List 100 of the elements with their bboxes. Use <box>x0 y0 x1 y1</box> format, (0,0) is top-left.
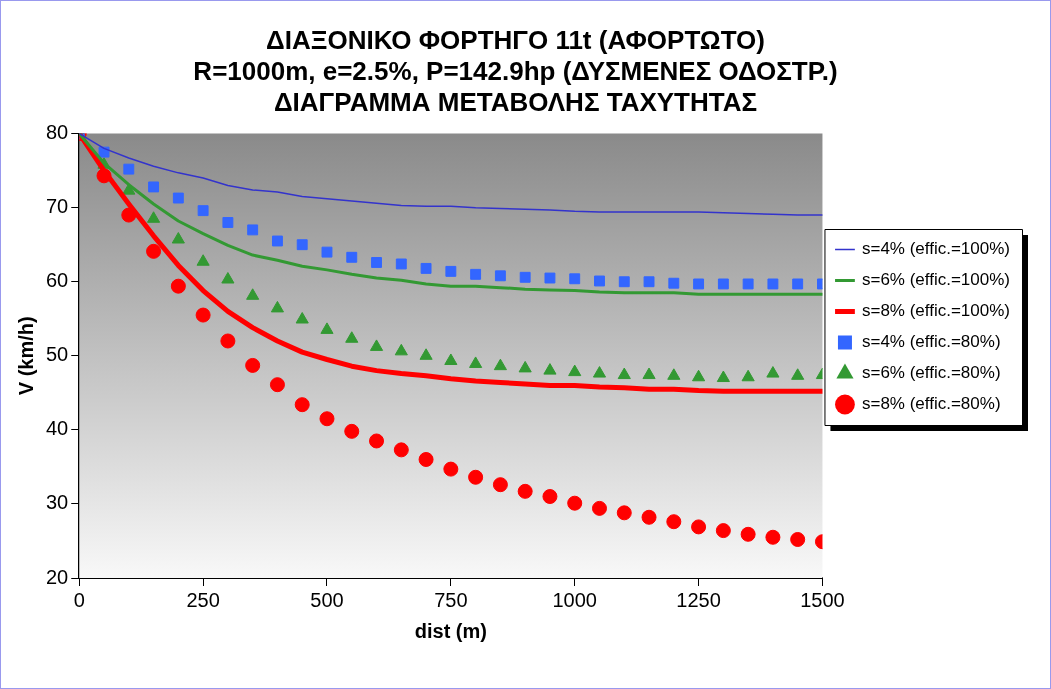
point <box>147 211 161 223</box>
point <box>469 356 483 368</box>
legend-label: s=8% (effic.=80%) <box>861 394 1001 414</box>
point <box>642 367 656 380</box>
point <box>492 477 508 493</box>
point <box>222 217 234 228</box>
point <box>765 529 781 545</box>
point <box>691 519 707 535</box>
y-tick-label: 80 <box>46 121 69 144</box>
point <box>594 275 605 287</box>
point <box>369 339 384 351</box>
point <box>122 183 136 195</box>
point <box>569 273 581 285</box>
point <box>172 192 184 204</box>
point <box>270 300 284 313</box>
y-tick-label: 20 <box>46 565 69 588</box>
point <box>767 278 779 290</box>
point <box>742 278 754 290</box>
x-tick-label: 500 <box>310 588 344 611</box>
point <box>245 357 261 373</box>
point <box>616 505 632 521</box>
point <box>371 257 382 268</box>
legend-label: s=6% (effic.=80%) <box>861 363 1001 383</box>
point <box>790 531 806 547</box>
y-axis-title: V (km/h) <box>14 316 37 396</box>
legend-label: s=8% (effic.=100%) <box>861 301 1010 321</box>
point <box>345 331 359 343</box>
x-tick-label: 1500 <box>800 588 845 611</box>
point <box>294 397 310 413</box>
point <box>643 276 655 288</box>
point <box>369 433 385 449</box>
point <box>592 366 607 378</box>
point <box>344 423 360 439</box>
point <box>517 483 533 499</box>
point <box>791 368 805 380</box>
point <box>715 523 731 539</box>
point <box>393 442 409 458</box>
point <box>319 411 335 427</box>
point <box>271 235 283 247</box>
legend-label: s=4% (effic.=80%) <box>861 332 1001 352</box>
point <box>591 500 607 516</box>
point <box>123 163 135 175</box>
x-axis-title: dist (m) <box>414 619 487 642</box>
point <box>470 268 482 280</box>
text: ΔΙΑΞΟΝΙΚΟ ΦΟΡΤΗΓΟ 11t (ΑΦΟΡΤΩΤΟ) <box>266 24 765 55</box>
point <box>443 461 459 477</box>
point <box>346 251 358 263</box>
point <box>568 364 582 377</box>
point <box>519 271 531 283</box>
y-tick-label: 60 <box>46 269 69 292</box>
point <box>418 451 434 467</box>
point <box>494 270 506 282</box>
point <box>146 243 162 259</box>
x-tick-label: 1250 <box>676 588 721 611</box>
point <box>693 278 705 290</box>
y-tick-label: 30 <box>46 491 69 514</box>
point <box>618 276 630 288</box>
point <box>542 489 558 505</box>
point <box>667 368 681 380</box>
point <box>246 288 260 300</box>
x-tick-label: 1000 <box>552 588 597 611</box>
point <box>170 278 186 294</box>
y-tick-label: 70 <box>46 195 69 218</box>
point <box>321 246 333 258</box>
point <box>543 363 557 375</box>
point <box>493 358 507 371</box>
legend-label: s=6% (effic.=100%) <box>861 270 1010 290</box>
x-tick-label: 0 <box>73 588 85 611</box>
point <box>320 322 334 334</box>
legend-label: s=4% (effic.=100%) <box>861 239 1010 259</box>
point <box>148 181 160 193</box>
point <box>444 353 458 365</box>
point <box>717 278 729 290</box>
point <box>395 258 407 270</box>
point <box>196 254 210 266</box>
text: R=1000m, e=2.5%, P=142.9hp (ΔΥΣΜΕΝΕΣ ΟΔΟΣΤΡ.) <box>193 55 838 86</box>
point <box>668 277 680 289</box>
point <box>741 369 755 382</box>
point <box>171 232 185 244</box>
point <box>692 369 706 382</box>
point <box>766 366 780 378</box>
point <box>420 262 432 274</box>
point <box>544 272 556 284</box>
point <box>419 348 433 360</box>
point <box>394 343 408 356</box>
point <box>641 509 657 525</box>
point <box>221 272 235 284</box>
x-tick-label: 750 <box>434 588 468 611</box>
point <box>296 239 308 251</box>
point <box>567 495 583 511</box>
y-tick-label: 50 <box>46 343 69 366</box>
point <box>518 360 532 373</box>
point <box>666 514 682 530</box>
y-tick-label: 40 <box>46 417 69 440</box>
x-tick-label: 250 <box>186 588 220 611</box>
text: ΔΙΑΓΡΑΜΜΑ ΜΕΤΑΒΟΛΗΣ ΤΑΧΥΤΗΤΑΣ <box>273 87 758 118</box>
point <box>197 205 209 217</box>
point <box>247 224 259 236</box>
point <box>445 265 457 277</box>
point <box>740 526 756 542</box>
